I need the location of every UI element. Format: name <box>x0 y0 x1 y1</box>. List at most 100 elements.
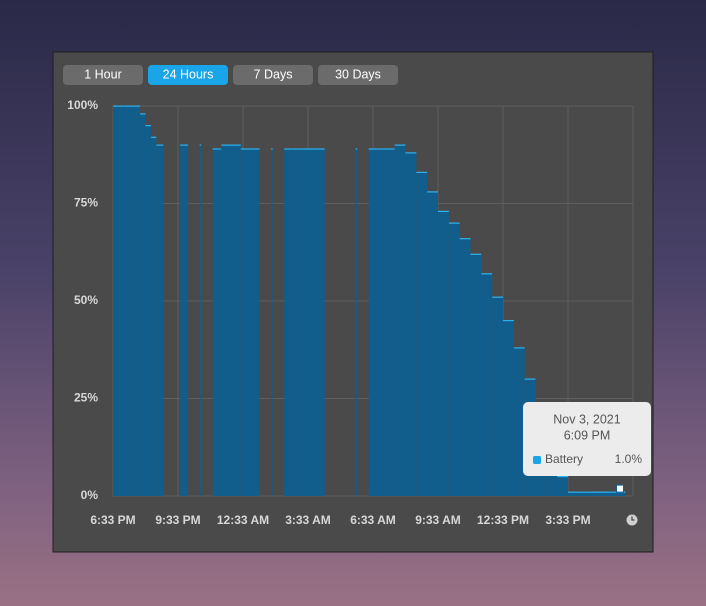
bar-top <box>303 148 315 150</box>
bar-top <box>557 476 568 478</box>
bar-top <box>140 113 146 115</box>
bar <box>249 148 259 496</box>
bar-top <box>503 320 514 322</box>
bar-top <box>180 144 187 146</box>
bar-top <box>416 171 428 173</box>
bar <box>292 148 304 496</box>
bar <box>221 145 230 496</box>
bar-top <box>314 148 324 150</box>
bar-top <box>123 105 130 107</box>
bar <box>513 347 525 496</box>
tab[interactable]: 1 Hour <box>63 65 143 85</box>
bar-top <box>394 144 406 146</box>
tooltip-value: 1.0% <box>615 452 643 466</box>
bar <box>470 254 482 496</box>
bar-top <box>221 144 230 146</box>
tab-button[interactable] <box>148 65 228 85</box>
tooltip-time: 6:09 PM <box>564 428 611 442</box>
tooltip-date: Nov 3, 2021 <box>553 412 620 426</box>
bar <box>368 148 378 496</box>
bar <box>156 145 162 496</box>
bar <box>355 148 358 496</box>
x-tick-label: 9:33 AM <box>415 513 461 527</box>
bar-top <box>249 148 259 150</box>
tab-label[interactable]: 30 Days <box>335 67 381 81</box>
bar <box>620 492 626 496</box>
tab-label[interactable]: 1 Hour <box>84 67 122 81</box>
tab-bar: 1 Hour 24 Hours 7 Days 30 Days <box>63 65 398 85</box>
bar-top <box>568 491 579 493</box>
bar-top <box>368 148 378 150</box>
bar-top <box>355 148 358 150</box>
tab-label[interactable]: 7 Days <box>254 67 293 81</box>
bar <box>481 273 493 496</box>
x-tick-label: 3:33 PM <box>545 513 590 527</box>
tab-button[interactable] <box>318 65 398 85</box>
bar <box>386 148 395 496</box>
tab[interactable]: 7 Days <box>233 65 313 85</box>
bar <box>123 106 130 496</box>
bar <box>240 148 250 496</box>
tab-button[interactable] <box>233 65 313 85</box>
tooltip-box <box>523 402 651 476</box>
bar-top <box>129 105 135 107</box>
x-tick-label: 6:33 PM <box>90 513 135 527</box>
y-tick-label: 50% <box>74 293 98 307</box>
bar <box>258 148 260 496</box>
bar-top <box>427 191 438 193</box>
bar <box>150 137 157 496</box>
bar-top <box>524 378 536 380</box>
bar <box>323 148 325 496</box>
tab-label[interactable]: 24 Hours <box>163 67 214 81</box>
bar <box>589 492 601 496</box>
bar <box>438 211 449 497</box>
bar <box>161 145 164 496</box>
y-tick-label: 25% <box>74 391 98 405</box>
bar-top <box>323 148 325 150</box>
tooltip-swatch <box>533 456 541 464</box>
bar <box>448 223 460 496</box>
x-tick-label: 6:33 AM <box>350 513 396 527</box>
bar <box>140 113 146 497</box>
y-tick-label: 75% <box>74 196 98 210</box>
bar <box>405 152 417 497</box>
bar-top <box>470 253 482 255</box>
bar-top <box>448 222 460 224</box>
bar-top <box>271 148 273 150</box>
tooltip-series: Battery <box>545 452 583 466</box>
bar-top <box>386 148 395 150</box>
bar <box>113 106 119 496</box>
bar <box>145 125 151 496</box>
bar <box>314 148 324 496</box>
x-tick-label: 12:33 AM <box>217 513 269 527</box>
bar-top <box>513 347 525 349</box>
bar <box>416 172 428 497</box>
bar <box>180 145 187 496</box>
bar <box>377 148 386 496</box>
bar-top <box>578 491 590 493</box>
bar-top <box>161 144 164 146</box>
bar-top <box>258 148 260 150</box>
bar <box>134 106 141 496</box>
x-tick-label: 3:33 AM <box>285 513 331 527</box>
chart: 0% 25% 50% 75% 100% 6:33 PM 9:33 PM 12:33 AM 3:3… <box>67 98 634 527</box>
tab[interactable]: 24 Hours <box>148 65 228 85</box>
bar <box>118 106 124 496</box>
bar-top <box>134 105 141 107</box>
bar-top <box>118 105 124 107</box>
bar-top <box>113 105 119 107</box>
bar <box>199 145 202 496</box>
tab[interactable]: 30 Days <box>318 65 398 85</box>
tooltip: Nov 3, 2021 6:09 PM Battery 1.0% <box>523 402 651 476</box>
bar <box>394 145 406 496</box>
tab-button[interactable] <box>63 65 143 85</box>
bar <box>212 148 222 496</box>
clock-icon <box>626 514 638 526</box>
bar-top <box>240 148 250 150</box>
bar-top <box>589 491 601 493</box>
y-tick-label: 0% <box>81 488 99 502</box>
hover-marker <box>616 484 624 493</box>
bar <box>557 476 568 496</box>
bar <box>568 492 579 496</box>
bar-top <box>156 144 162 146</box>
